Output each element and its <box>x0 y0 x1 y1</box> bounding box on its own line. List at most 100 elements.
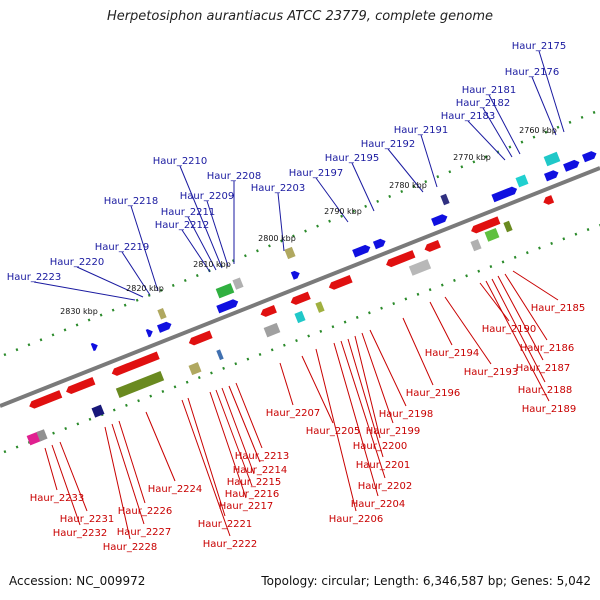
leader-line <box>206 200 229 267</box>
leader-line <box>488 94 521 155</box>
gene-label: Haur_2226 <box>118 506 173 517</box>
leader-line <box>76 266 144 298</box>
gene-arrow <box>29 390 63 409</box>
gene-label: Haur_2213 <box>235 451 290 462</box>
gene-label: Haur_2195 <box>325 153 380 164</box>
gene-arrow <box>431 214 448 227</box>
gene-label: Haur_2194 <box>425 348 480 359</box>
gene-label: Haur_2201 <box>356 460 411 471</box>
gene-arrow <box>544 170 559 182</box>
leader-line <box>369 329 407 407</box>
gene-box <box>440 193 450 206</box>
gene-box <box>484 227 500 242</box>
leader-line <box>118 420 146 504</box>
gene-label: Haur_2189 <box>522 404 577 415</box>
gene-box <box>157 307 167 320</box>
leader-line <box>361 332 394 424</box>
leader-line <box>504 273 548 341</box>
gene-box <box>36 429 48 442</box>
gene-arrow <box>260 305 277 317</box>
gene-box <box>470 239 482 252</box>
gene-arrow <box>188 330 213 346</box>
gene-label: Haur_2198 <box>379 409 434 420</box>
gene-box <box>503 220 513 233</box>
gene-label: Haur_2231 <box>60 514 115 525</box>
leader-line <box>429 301 453 346</box>
leader-line <box>44 447 58 491</box>
gene-label: Haur_2203 <box>251 183 306 194</box>
leader-line <box>228 385 261 463</box>
gene-box <box>315 301 325 313</box>
leader-line <box>387 148 424 193</box>
leader-line <box>209 391 247 499</box>
gene-arrow <box>386 250 416 268</box>
gene-label: Haur_2228 <box>103 542 158 553</box>
gene-label: Haur_2197 <box>289 168 344 179</box>
gene-label: Haur_2188 <box>518 385 573 396</box>
leader-line <box>181 229 211 273</box>
gene-label: Haur_2233 <box>30 493 85 504</box>
kbp-tick-label: 2820 kbp <box>126 284 164 293</box>
gene-arrow <box>90 342 98 352</box>
gene-label: Haur_2196 <box>406 388 461 399</box>
gene-arrow <box>328 274 353 290</box>
gene-arrow <box>582 151 597 163</box>
gene-arrow <box>491 186 518 203</box>
gene-label: Haur_2175 <box>512 41 567 52</box>
leader-line <box>467 120 506 161</box>
gene-label: Haur_2192 <box>361 139 416 150</box>
gene-arrow <box>424 239 441 252</box>
gene-label: Haur_2200 <box>353 441 408 452</box>
gene-label: Haur_2186 <box>520 343 575 354</box>
leader-line <box>104 426 131 540</box>
genome-summary-text: Topology: circular; Length: 6,346,587 bp… <box>261 574 591 588</box>
gene-box <box>232 277 244 290</box>
gene-box <box>284 246 296 260</box>
gene-box <box>115 370 165 398</box>
gene-label: Haur_2217 <box>219 501 274 512</box>
gene-label: Haur_2190 <box>482 324 537 335</box>
gene-arrow <box>216 299 239 314</box>
leader-line <box>121 251 151 296</box>
gene-label: Haur_2181 <box>462 85 517 96</box>
leader-line <box>482 107 513 158</box>
gene-label: Haur_2223 <box>7 272 62 283</box>
leader-line <box>187 397 226 517</box>
gene-arrow <box>372 238 386 250</box>
gene-label: Haur_2187 <box>516 363 571 374</box>
gene-label: Haur_2224 <box>148 484 203 495</box>
kbp-tick-label: 2760 kbp <box>519 126 557 135</box>
gene-label: Haur_2227 <box>117 527 172 538</box>
leader-line <box>277 192 285 252</box>
leader-line <box>354 335 381 439</box>
gene-label: Haur_2211 <box>161 207 216 218</box>
gene-label: Haur_2212 <box>155 220 210 231</box>
gene-label: Haur_2216 <box>225 489 280 500</box>
accession-text: Accession: NC_009972 <box>9 574 146 588</box>
kbp-tick-label: 2830 kbp <box>60 307 98 316</box>
gene-label: Haur_2202 <box>358 481 413 492</box>
gene-arrow <box>290 270 300 280</box>
genome-title: Herpetosiphon aurantiacus ATCC 23779, co… <box>106 9 494 24</box>
leader-line <box>235 382 263 449</box>
leader-line <box>538 50 565 133</box>
gene-box <box>215 283 235 299</box>
gene-label: Haur_2221 <box>198 519 253 530</box>
leader-line <box>130 205 159 292</box>
gene-label: Haur_2210 <box>153 156 208 167</box>
leader-line <box>497 275 544 361</box>
gene-box <box>188 362 202 376</box>
gene-label: Haur_2204 <box>351 499 406 510</box>
leader-line <box>301 355 334 424</box>
leader-line <box>420 134 438 188</box>
leader-line <box>479 282 510 322</box>
kbp-tick-label: 2810 kbp <box>193 260 231 269</box>
gene-label: Haur_2220 <box>50 257 105 268</box>
leader-line <box>179 165 223 269</box>
gene-label: Haur_2208 <box>207 171 262 182</box>
gene-label: Haur_2232 <box>53 528 108 539</box>
leader-line <box>444 296 492 365</box>
gene-label: Haur_2185 <box>531 303 586 314</box>
genome-backbone <box>0 166 600 408</box>
